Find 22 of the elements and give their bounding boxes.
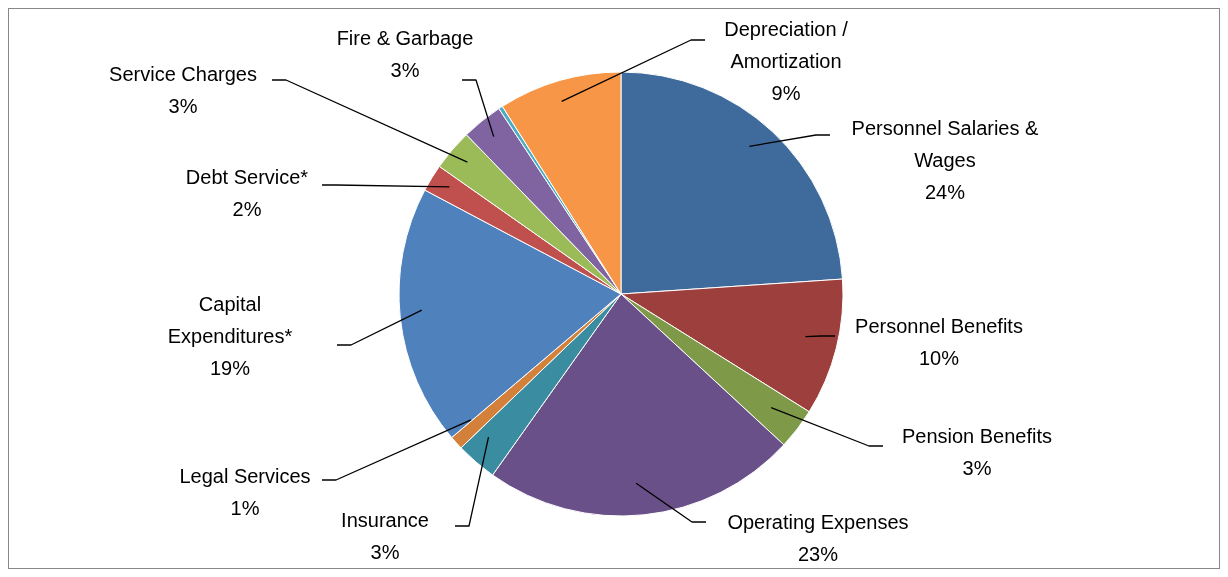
data-label: 2%	[232, 198, 262, 220]
data-label: 3%	[962, 457, 992, 479]
slice-label: Depreciation / Amortization	[724, 18, 849, 72]
slice-label: Fire & Garbage	[336, 27, 474, 49]
slice-label: Capital Expenditures*	[167, 293, 293, 347]
data-label: 24%	[924, 181, 966, 203]
data-label: 3%	[390, 59, 420, 81]
data-label: 23%	[797, 543, 839, 565]
slice-label: Operating Expenses	[727, 511, 909, 533]
slice-label: Insurance	[341, 509, 429, 531]
data-label: 3%	[370, 541, 400, 563]
data-label: 19%	[209, 357, 251, 379]
slice-label: Personnel Salaries & Wages	[851, 117, 1040, 171]
data-label: 9%	[771, 82, 801, 104]
slice-label: Debt Service*	[185, 166, 309, 188]
data-label: 10%	[918, 347, 960, 369]
slice-label: Legal Services	[179, 465, 311, 487]
slice-label: Service Charges	[109, 63, 257, 85]
slice-label: Pension Benefits	[901, 425, 1053, 447]
slice-label: Personnel Benefits	[855, 315, 1023, 337]
data-label: 3%	[168, 95, 198, 117]
data-label: 1%	[230, 497, 260, 519]
